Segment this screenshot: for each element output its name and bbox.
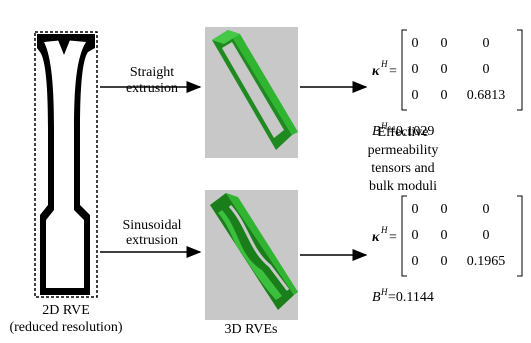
bracket: [517, 30, 522, 110]
matrix-cell: 0: [483, 62, 490, 77]
matrix-cell: 0: [483, 36, 490, 51]
bulk-sup: H: [380, 287, 388, 297]
bulk-symbol: B: [372, 124, 381, 139]
matrix-cell: 0: [441, 202, 448, 217]
matrix-symbol: κ: [372, 230, 380, 245]
matrix-symbol-sup: H: [380, 59, 388, 69]
rve-3d-straight: [205, 27, 298, 158]
matrix-symbol-sup: H: [380, 225, 388, 235]
bulk-value: =0.1144: [388, 290, 434, 305]
bracket: [517, 196, 522, 276]
bracket: [402, 30, 407, 110]
note-line: permeability: [368, 143, 439, 158]
bulk-symbol: B: [372, 290, 381, 305]
matrix-cell: 0.6813: [467, 88, 506, 103]
rve-2d-label: 2D RVE: [42, 303, 90, 318]
note-line: bulk moduli: [369, 179, 437, 194]
rve-3d-sinusoidal: [205, 190, 298, 320]
rve-3d-label: 3D RVEs: [225, 322, 278, 337]
extrusion-label: Straight: [130, 65, 174, 80]
matrix-cell: 0: [412, 202, 419, 217]
matrix-cell: 0: [483, 202, 490, 217]
bracket: [402, 196, 407, 276]
matrix-cell: 0: [441, 88, 448, 103]
matrix-cell: 0: [441, 254, 448, 269]
matrix-cell: 0: [412, 228, 419, 243]
note-line: tensors and: [371, 161, 434, 176]
equals: =: [389, 64, 397, 79]
equals: =: [389, 230, 397, 245]
matrix-cell: 0.1965: [467, 254, 506, 269]
matrix-symbol: κ: [372, 64, 380, 79]
matrix-cell: 0: [412, 88, 419, 103]
rve-2d-image: [35, 32, 97, 297]
matrix-cell: 0: [441, 36, 448, 51]
matrix-cell: 0: [483, 228, 490, 243]
bulk-value: =0.1029: [388, 124, 434, 139]
extrusion-label: Sinusoidal: [122, 218, 181, 233]
diagram: 2D RVE (reduced resolution) Straight ext…: [0, 0, 531, 343]
extrusion-label: extrusion: [126, 233, 178, 248]
matrix-cell: 0: [412, 36, 419, 51]
matrix-cell: 0: [412, 62, 419, 77]
matrix-cell: 0: [412, 254, 419, 269]
extrusion-label: extrusion: [126, 81, 178, 96]
matrix-cell: 0: [441, 62, 448, 77]
rve-2d-sublabel: (reduced resolution): [9, 320, 122, 335]
bulk-sup: H: [380, 121, 388, 131]
matrix-cell: 0: [441, 228, 448, 243]
